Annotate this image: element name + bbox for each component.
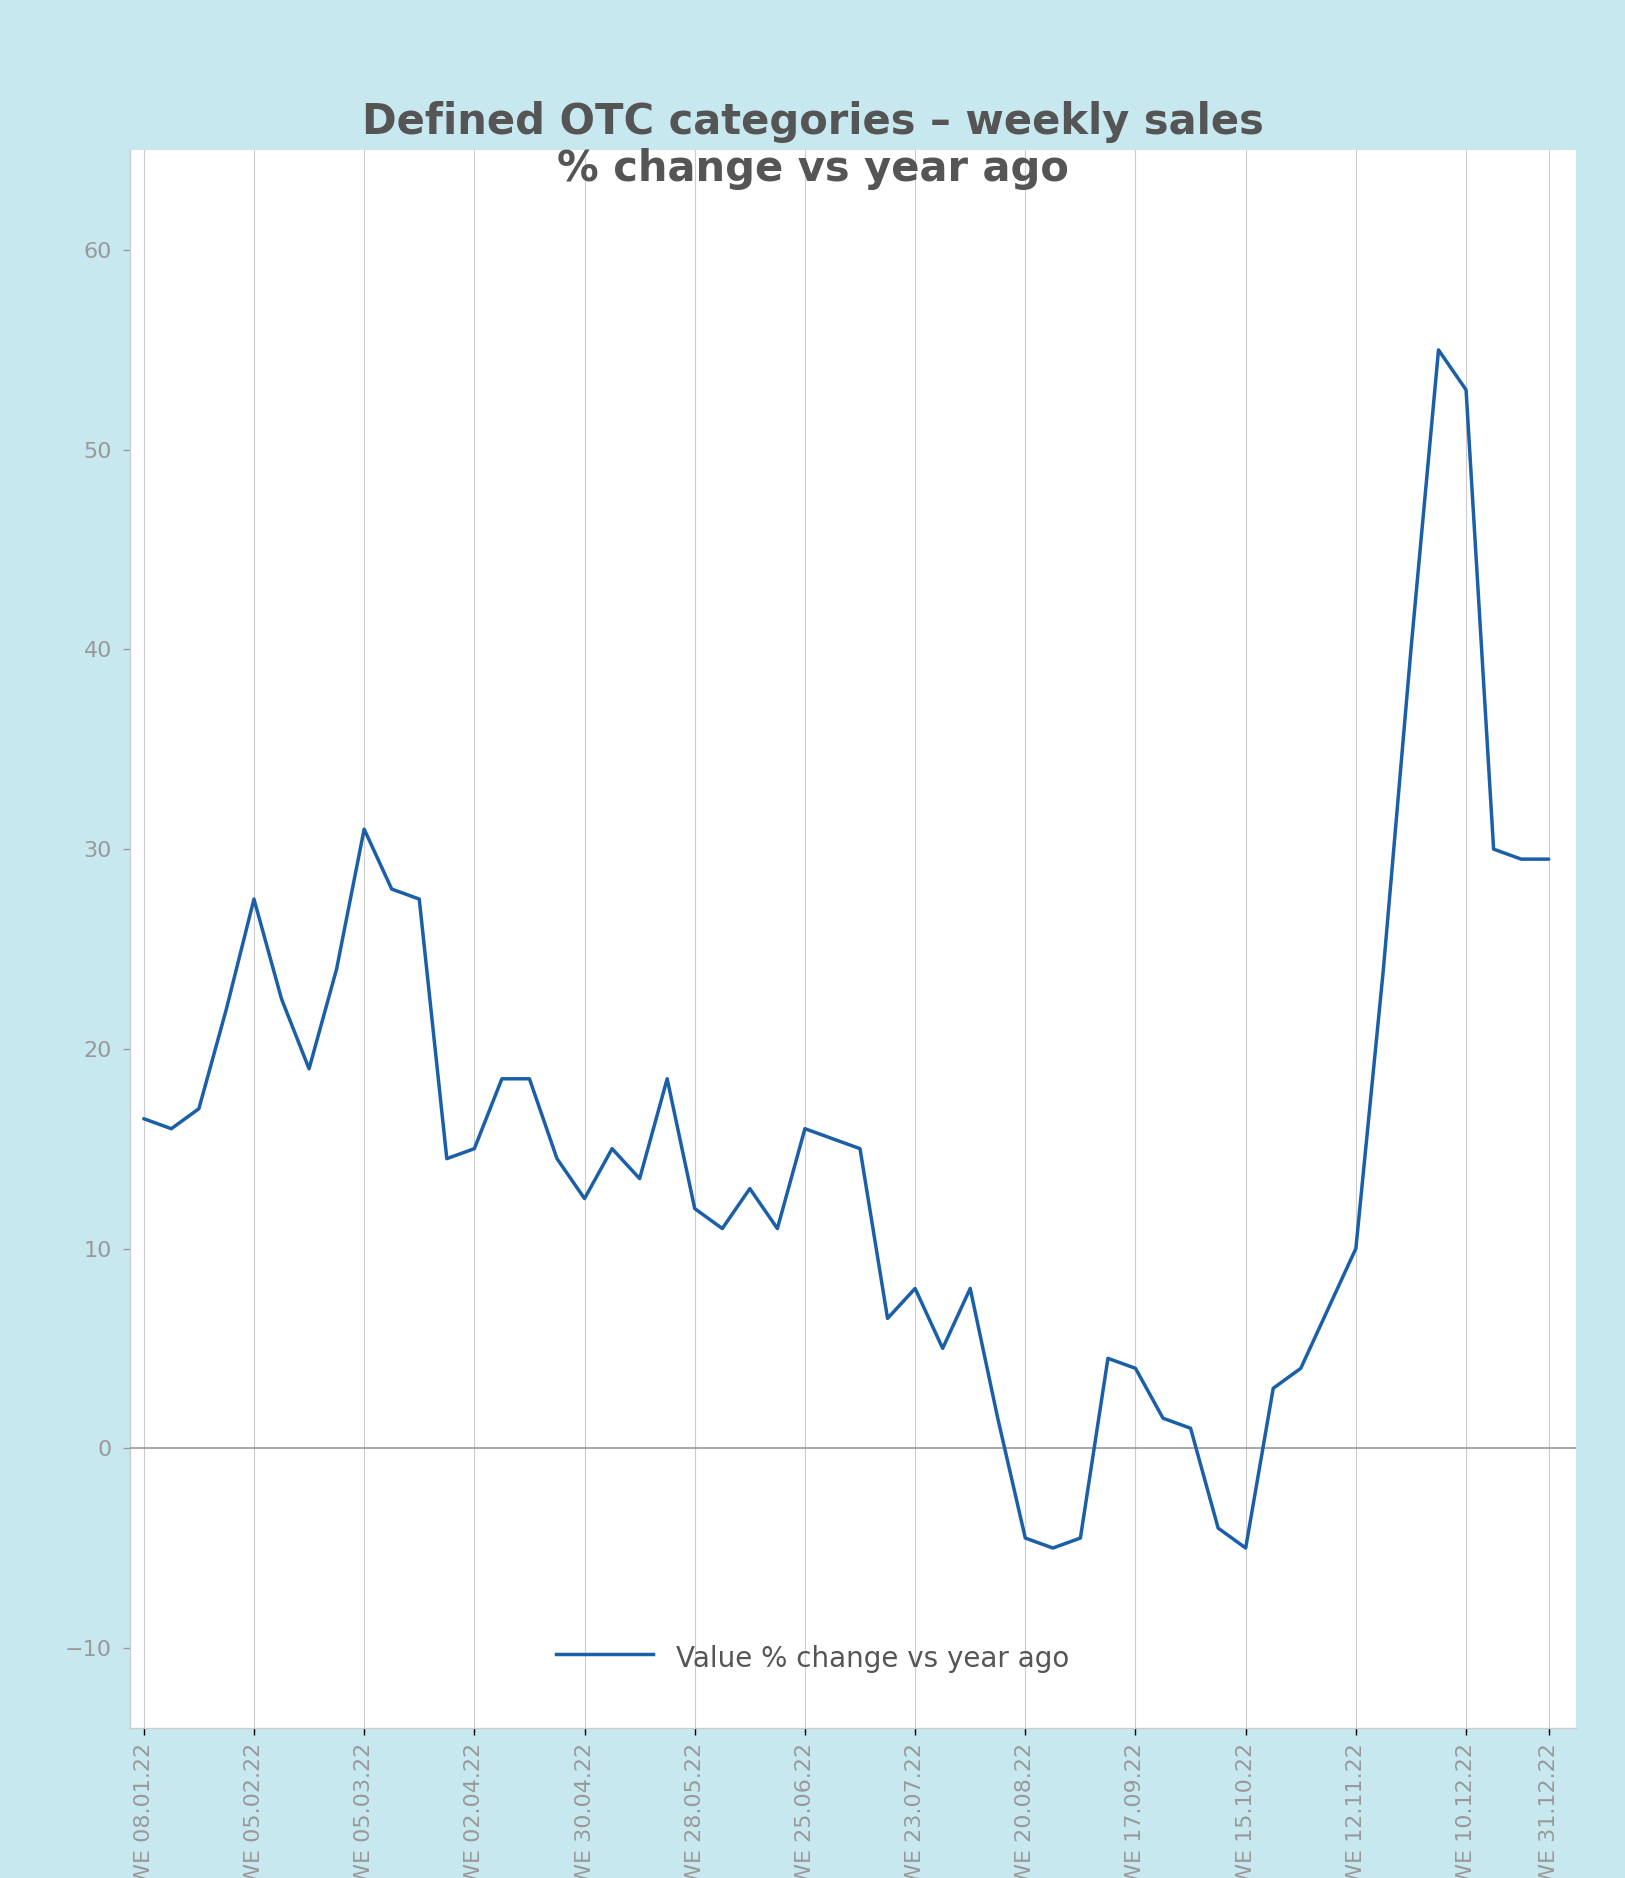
Legend: Value % change vs year ago: Value % change vs year ago xyxy=(544,1630,1081,1686)
Text: Defined OTC categories – weekly sales: Defined OTC categories – weekly sales xyxy=(361,101,1264,143)
Text: % change vs year ago: % change vs year ago xyxy=(556,148,1069,190)
